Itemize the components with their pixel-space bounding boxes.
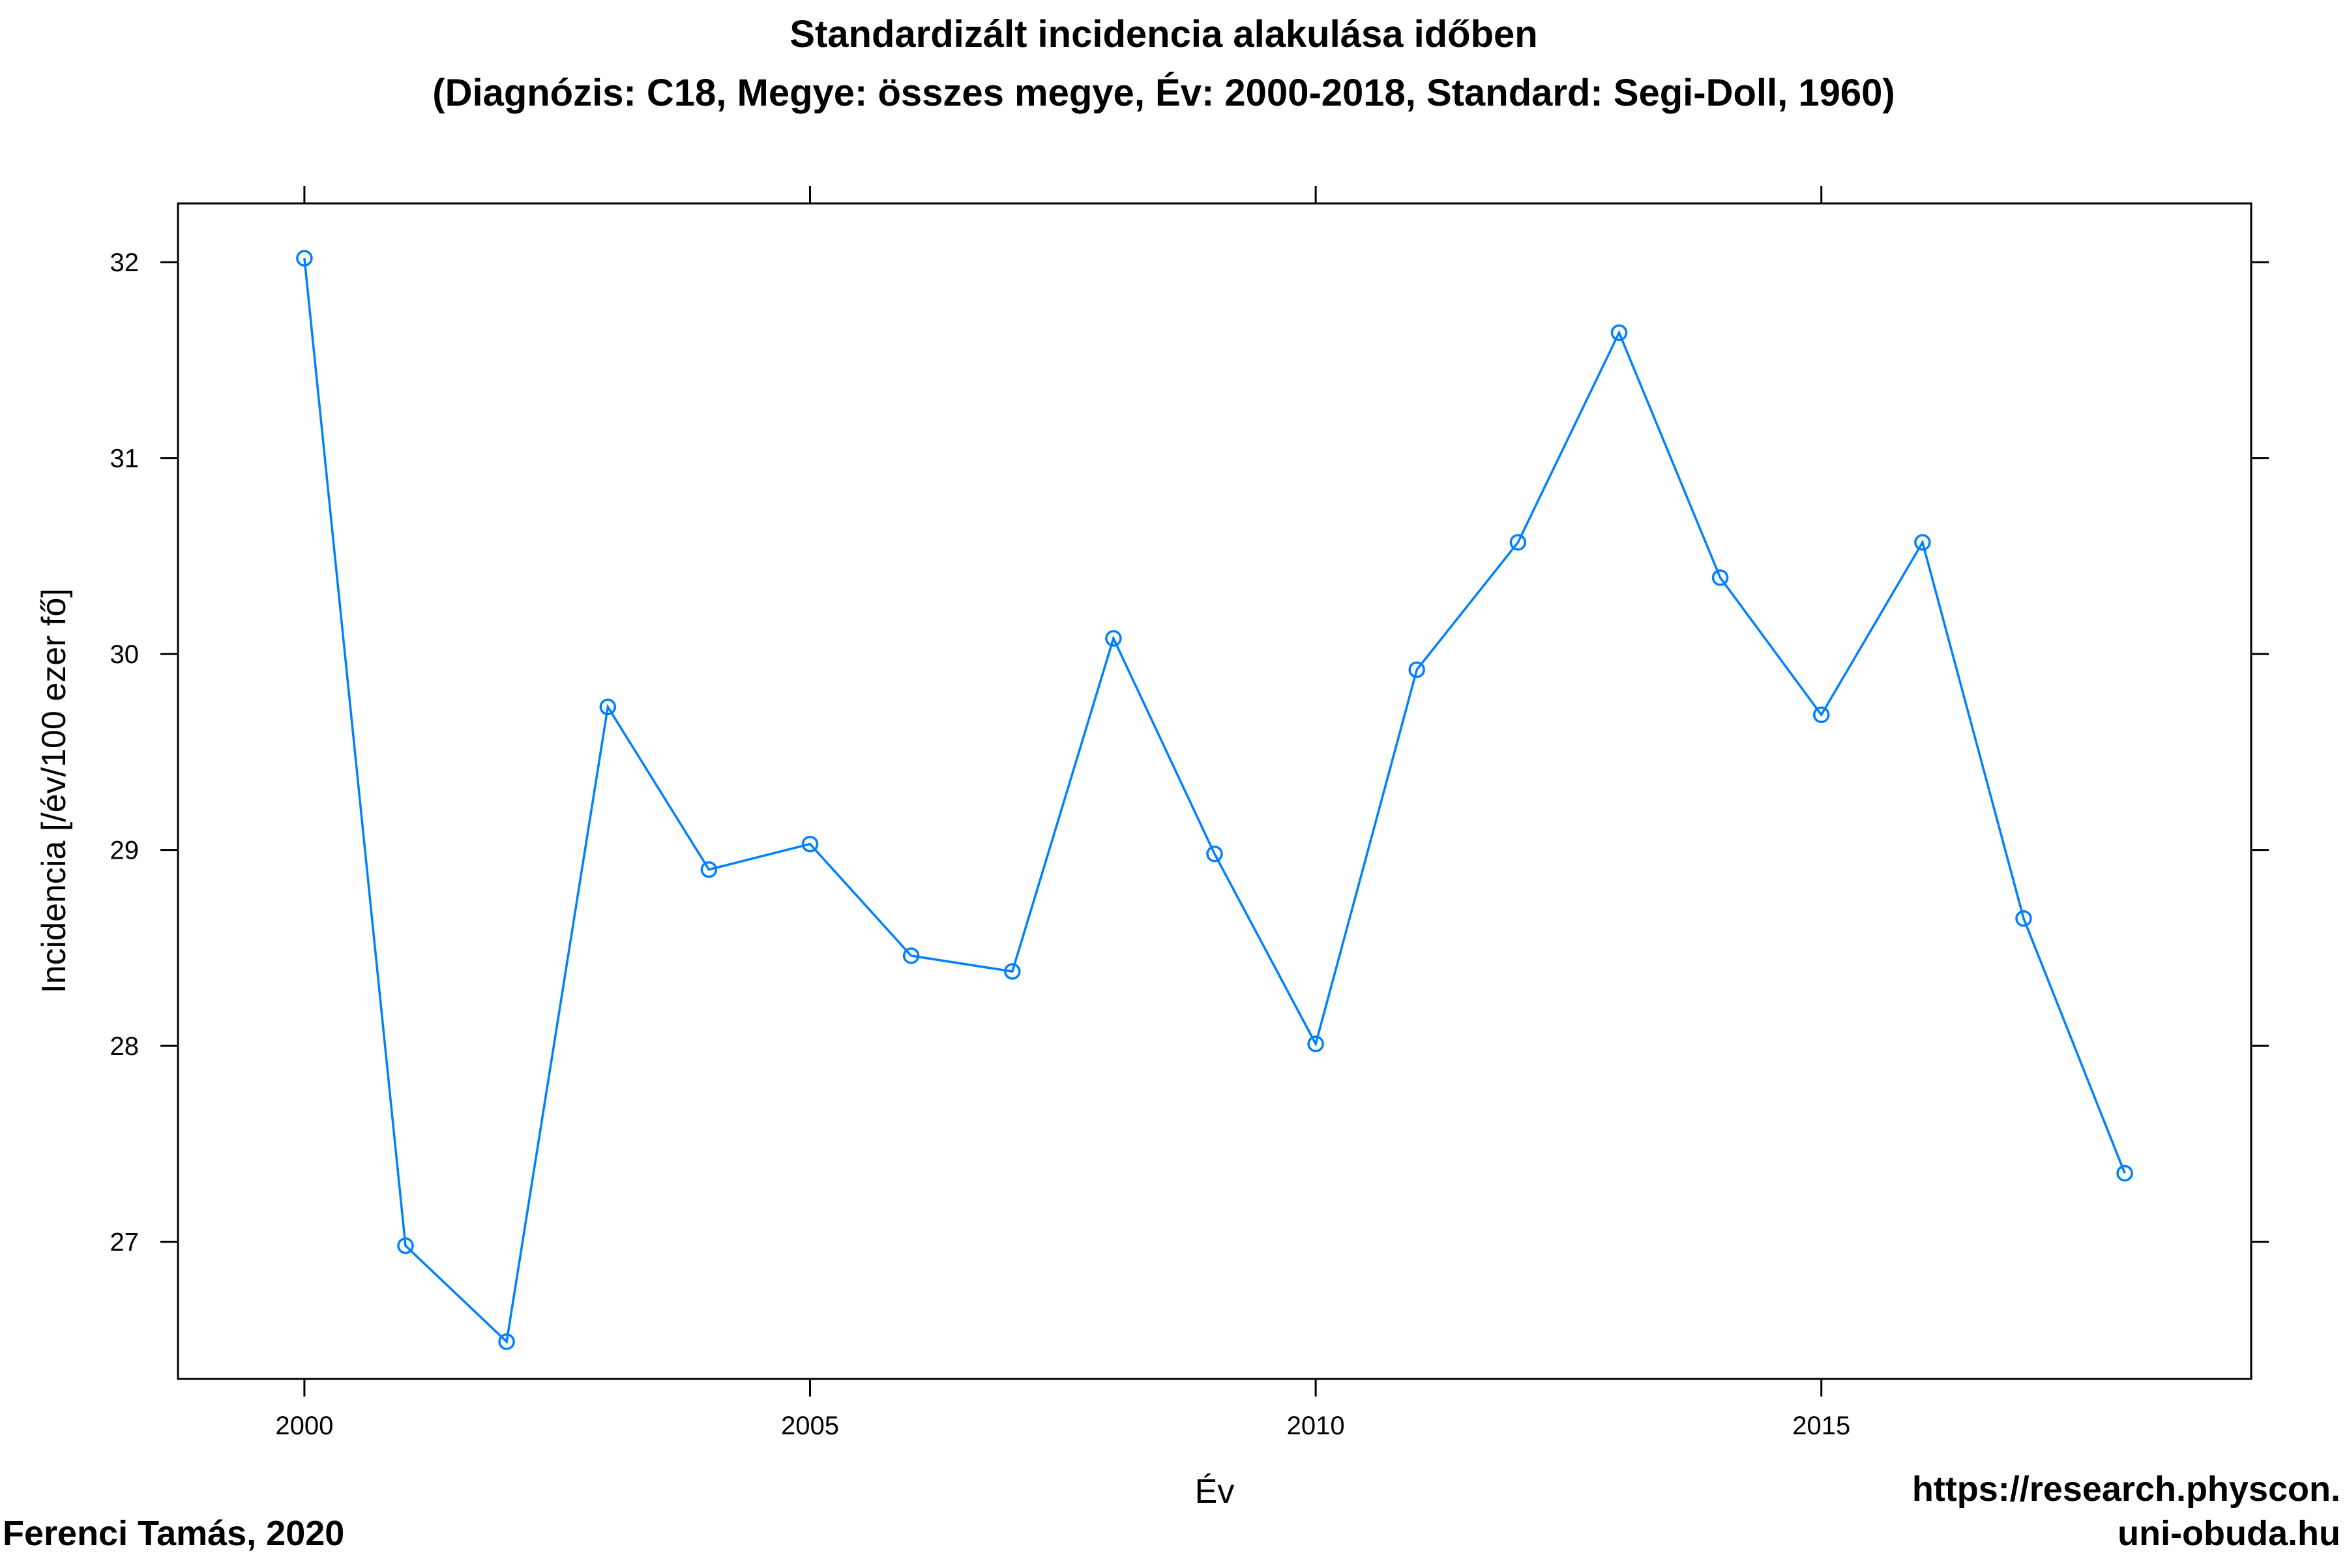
author-credit: Ferenci Tamás, 2020	[3, 1514, 344, 1553]
y-tick-label-27: 27	[110, 1228, 140, 1257]
data-point-2002	[498, 1333, 515, 1350]
chart-subtitle: (Diagnózis: C18, Megye: összes megye, Év…	[432, 72, 1895, 114]
data-series	[296, 250, 2133, 1350]
data-point-2001	[397, 1237, 414, 1254]
data-point-2008	[1105, 630, 1122, 647]
y-tick-label-30: 30	[110, 640, 140, 669]
y-axis-title: Incidencia [/év/100 ezer fő]	[35, 588, 73, 994]
data-point-2005	[801, 835, 819, 853]
data-point-2018	[2116, 1164, 2133, 1182]
x-tick-label-2010: 2010	[1287, 1412, 1345, 1440]
data-point-2013	[1610, 324, 1628, 342]
plot-frame	[177, 202, 2252, 1380]
x-axis-title: Év	[1195, 1473, 1235, 1511]
axis-ticks: 2000 2005 2010 2015 27 28 29 30 31 32	[110, 186, 2269, 1440]
data-point-2009	[1206, 845, 1223, 863]
data-point-2017	[2015, 910, 2032, 927]
x-tick-label-2000: 2000	[275, 1412, 333, 1440]
url-credit-line-2: uni-obuda.hu	[2118, 1514, 2340, 1553]
y-tick-label-29: 29	[110, 836, 140, 865]
series-line-0	[303, 258, 2126, 1344]
data-point-2007	[1004, 963, 1021, 980]
x-tick-label-2015: 2015	[1792, 1412, 1850, 1440]
data-point-2006	[902, 947, 920, 964]
data-point-2011	[1408, 661, 1425, 678]
data-point-2003	[599, 698, 617, 716]
data-point-2012	[1509, 534, 1527, 551]
chart-title: Standardizált incidencia alakulása időbe…	[790, 13, 1537, 55]
data-point-2016	[1914, 534, 1931, 551]
x-tick-label-2005: 2005	[781, 1412, 839, 1440]
data-point-2014	[1711, 569, 1729, 586]
y-tick-label-28: 28	[110, 1032, 140, 1061]
data-point-2000	[296, 250, 313, 267]
data-point-2015	[1812, 706, 1830, 724]
y-tick-label-31: 31	[110, 445, 140, 473]
url-credit-line-1: https://research.physcon.	[1912, 1470, 2340, 1509]
data-point-2004	[700, 861, 718, 878]
data-point-2010	[1307, 1035, 1324, 1052]
y-tick-label-32: 32	[110, 248, 140, 277]
